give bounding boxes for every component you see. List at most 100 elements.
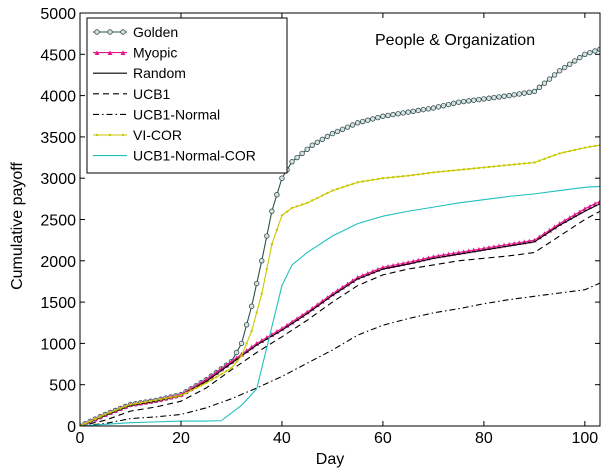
series-point-vi-cor (311, 199, 314, 202)
series-point-golden (430, 105, 437, 111)
series-point-vi-cor (381, 177, 385, 180)
series-point-vi-cor (472, 167, 475, 170)
series-point-vi-cor (230, 366, 233, 370)
y-tick-label: 3000 (40, 171, 76, 188)
series-markers-vi-cor (80, 143, 600, 426)
series-point-golden (526, 89, 533, 95)
series-point-vi-cor (255, 311, 258, 314)
series-point-golden (279, 175, 285, 181)
series-point-golden (491, 94, 497, 101)
series-point-vi-cor (467, 167, 470, 171)
series-point-vi-cor (104, 413, 107, 416)
series-point-vi-cor (215, 375, 218, 379)
series-point-vi-cor (417, 173, 420, 176)
series-point-golden (375, 114, 381, 121)
series-point-golden (243, 322, 250, 328)
series-point-golden (551, 72, 558, 78)
series-point-golden (233, 349, 240, 356)
series-point-vi-cor (452, 169, 455, 172)
series-point-golden (289, 158, 295, 165)
series-point-golden (385, 112, 391, 119)
series-point-vi-cor (396, 175, 400, 178)
series-point-vi-cor (300, 203, 304, 206)
series-point-vi-cor (462, 168, 465, 171)
legend-marker-vi-cor (95, 133, 99, 137)
x-tick-label: 20 (172, 430, 190, 447)
series-point-vi-cor (326, 191, 329, 195)
series-point-vi-cor (144, 400, 147, 404)
x-tick-label: 0 (76, 430, 85, 447)
series-point-golden (264, 233, 270, 239)
series-point-golden (339, 126, 346, 133)
series-point-vi-cor (391, 176, 395, 179)
series-point-vi-cor (518, 162, 521, 166)
series-point-golden (572, 58, 578, 64)
x-tick-label: 60 (374, 430, 392, 447)
legend-label-golden: Golden (133, 24, 178, 40)
series-point-vi-cor (437, 170, 440, 174)
legend-marker-myopic (120, 50, 126, 55)
series-point-golden (536, 84, 543, 91)
series-point-vi-cor (184, 391, 188, 395)
x-axis-label: Day (316, 451, 344, 468)
series-point-vi-cor (578, 147, 582, 150)
legend-label-ucb1-normal: UCB1-Normal (133, 106, 220, 122)
legend-box (86, 17, 288, 174)
legend-marker-golden (107, 29, 113, 35)
series-point-vi-cor (250, 329, 253, 333)
series-point-vi-cor (523, 162, 526, 165)
series-point-vi-cor (573, 148, 576, 152)
series-point-vi-cor (401, 175, 405, 178)
series-point-vi-cor (548, 155, 551, 159)
series-point-golden (274, 192, 280, 198)
legend-label-ucb1: UCB1 (133, 86, 171, 102)
series-point-vi-cor (366, 179, 369, 182)
series-point-vi-cor (563, 151, 566, 154)
series-point-vi-cor (114, 409, 117, 412)
series-point-vi-cor (321, 194, 324, 197)
series-point-golden (556, 68, 563, 74)
series-point-golden (582, 51, 588, 57)
series-point-vi-cor (588, 145, 592, 149)
y-tick-label: 2500 (40, 213, 76, 230)
legend-label-myopic: Myopic (133, 45, 177, 61)
series-point-vi-cor (225, 369, 228, 373)
series-point-vi-cor (235, 360, 238, 364)
series-point-golden (324, 133, 331, 140)
series-point-vi-cor (442, 170, 445, 173)
series-point-vi-cor (432, 171, 435, 174)
series-point-vi-cor (346, 184, 349, 187)
series-point-vi-cor (174, 395, 178, 398)
series-point-vi-cor (406, 174, 410, 177)
series-line-random (80, 203, 600, 426)
series-point-golden (329, 130, 336, 137)
series-point-vi-cor (205, 381, 208, 385)
series-point-golden (476, 96, 482, 103)
legend-marker-golden (120, 29, 126, 35)
series-point-golden (496, 94, 502, 100)
series-point-golden (370, 116, 376, 122)
series-point-golden (390, 111, 396, 118)
series-point-golden (516, 91, 522, 97)
series-point-vi-cor (169, 396, 173, 399)
series-point-golden (445, 101, 452, 108)
series-markers-myopic (80, 198, 600, 426)
series-point-golden (460, 98, 467, 105)
series-point-golden (410, 108, 416, 114)
series-line-myopic (80, 200, 600, 426)
legend-marker-vi-cor (108, 133, 112, 137)
series-point-vi-cor (351, 182, 354, 186)
series-point-golden (425, 106, 432, 112)
series-point-vi-cor (593, 144, 597, 148)
y-tick-label: 1000 (40, 336, 76, 353)
y-tick-label: 4000 (40, 89, 76, 106)
series-point-vi-cor (371, 178, 375, 182)
series-point-golden (253, 280, 260, 287)
series-point-myopic (582, 206, 588, 212)
series-point-golden (435, 104, 442, 110)
series-point-vi-cor (553, 154, 556, 157)
series-point-golden (299, 150, 305, 157)
series-point-vi-cor (83, 422, 87, 425)
series-point-vi-cor (497, 164, 501, 168)
series-point-golden (511, 92, 517, 98)
